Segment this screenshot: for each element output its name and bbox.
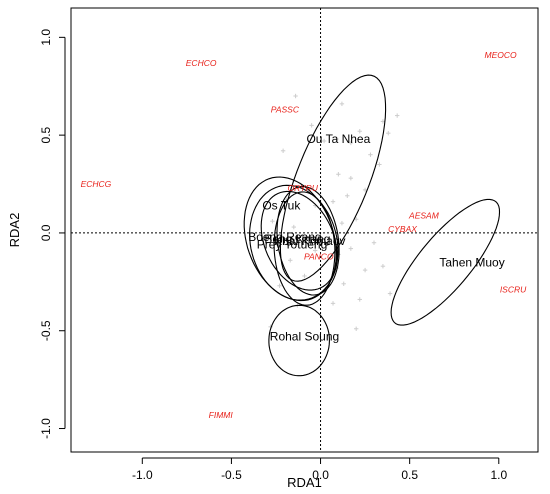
site-point	[348, 246, 354, 251]
group-label: Os Tuk	[262, 199, 301, 213]
site-point	[321, 138, 327, 144]
y-tick-label: 1.0	[39, 29, 53, 46]
reference-lines	[71, 8, 538, 452]
x-axis-label: RDA1	[287, 475, 322, 490]
plot-frame	[70, 7, 539, 453]
species-label: MEOCO	[485, 50, 518, 60]
site-point	[291, 224, 297, 230]
group-label: Beng Knang	[264, 232, 330, 246]
species-labels: ECHCO MEOCO PASSC ECHCG ORYRU AESAM CYBAX PANCO…	[81, 50, 528, 420]
site-point	[330, 199, 336, 204]
site-point	[362, 267, 368, 273]
site-point	[380, 263, 386, 269]
site-point	[387, 291, 393, 296]
site-point	[386, 130, 391, 136]
species-label: ISCRU	[500, 285, 527, 295]
x-tick-label: 0.5	[401, 468, 418, 482]
group-label: Boeng Reang	[248, 230, 321, 244]
group-ellipse	[390, 198, 501, 326]
site-points	[268, 93, 400, 331]
species-label: CYBAX	[388, 224, 417, 234]
site-point	[368, 152, 373, 157]
site-point	[288, 258, 293, 263]
group-ellipses	[243, 74, 501, 377]
site-point	[309, 123, 314, 128]
site-point	[277, 283, 282, 288]
group-label: Ou Ta Nhea	[306, 132, 370, 146]
species-label: PASSC	[271, 105, 300, 115]
group-ellipse	[279, 74, 387, 282]
site-point	[377, 162, 382, 167]
site-point	[270, 218, 275, 224]
site-point	[357, 297, 362, 302]
group-ellipse	[260, 190, 338, 291]
species-label: ECHCG	[81, 179, 112, 189]
x-tick-label: 1.0	[490, 468, 507, 482]
x-tick-label: -1.0	[132, 468, 153, 482]
species-label: PANCO	[304, 251, 334, 261]
site-point	[280, 148, 286, 153]
site-point	[348, 175, 354, 181]
x-tick-label: -0.5	[221, 468, 242, 482]
site-point	[348, 140, 354, 146]
group-ellipse	[273, 191, 336, 306]
site-point	[394, 113, 400, 118]
species-label: ORYRU	[288, 183, 319, 193]
site-point	[357, 129, 362, 134]
site-point	[339, 220, 345, 226]
site-point	[302, 273, 307, 279]
group-label: Tahen Muoy	[439, 255, 504, 269]
site-point	[345, 193, 350, 198]
site-point	[339, 101, 345, 107]
axes: -1.0 -0.5 0.0 0.5 1.0 -1.0 -0.5 0.0 0.5 1.0	[39, 29, 507, 482]
group-label: Rohal Soung	[270, 330, 339, 344]
y-tick-label: 0.5	[39, 126, 53, 143]
site-point	[362, 187, 368, 193]
group-ellipse	[243, 176, 337, 302]
site-point	[312, 248, 318, 253]
group-label: Prey Totueng	[257, 238, 328, 252]
species-label: AESAM	[408, 210, 440, 220]
site-point	[334, 136, 339, 142]
site-point	[371, 240, 377, 245]
site-point	[293, 93, 298, 99]
x-tick-label: 0.0	[312, 468, 329, 482]
site-point	[327, 236, 332, 242]
y-tick-label: -0.5	[39, 320, 53, 341]
species-label: ECHCO	[186, 58, 217, 68]
species-label: FIMMI	[209, 410, 234, 420]
site-point	[330, 301, 336, 306]
group-ellipse	[268, 304, 330, 377]
site-point	[353, 326, 359, 331]
y-tick-label: 0.0	[39, 224, 53, 241]
group-label: Kbal Khmaov	[274, 234, 345, 248]
site-point	[336, 172, 341, 177]
y-tick-label: -1.0	[39, 418, 53, 439]
site-point	[341, 281, 346, 286]
y-axis-label: RDA2	[7, 213, 22, 248]
